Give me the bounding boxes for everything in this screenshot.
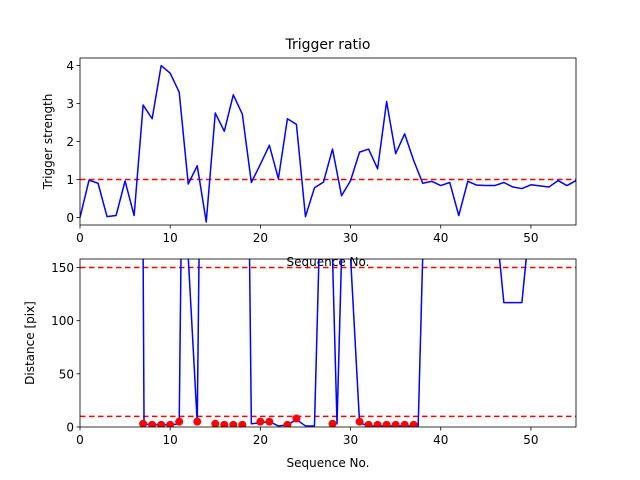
x-tick-label: 50 — [523, 231, 538, 245]
y-tick-label: 0 — [66, 421, 74, 435]
x-tick-label: 40 — [433, 231, 448, 245]
x-tick-label: 10 — [163, 231, 178, 245]
data-point — [229, 420, 238, 427]
x-tick-label: 10 — [163, 433, 178, 447]
x-tick-label: 30 — [343, 231, 358, 245]
x-tick-label: 0 — [76, 231, 84, 245]
data-point — [175, 417, 184, 426]
plot-area — [80, 259, 576, 427]
data-point — [211, 419, 220, 427]
data-point — [355, 417, 364, 426]
data-point — [382, 420, 391, 427]
series-line — [80, 64, 576, 223]
y-tick-label: 2 — [66, 135, 74, 149]
x-tick-label: 50 — [523, 433, 538, 447]
x-tick-label: 30 — [343, 433, 358, 447]
y-axis-label: Trigger strength — [41, 94, 55, 191]
data-point — [391, 420, 400, 427]
y-tick-label: 1 — [66, 173, 74, 187]
data-point — [157, 420, 166, 427]
plot-area — [80, 64, 576, 223]
data-point — [265, 417, 274, 426]
x-tick-label: 40 — [433, 433, 448, 447]
data-point — [238, 420, 247, 427]
chart-title: Trigger ratio — [284, 37, 370, 53]
trigger-ratio-chart: Trigger ratio Trigger strength Sequence … — [41, 37, 577, 269]
data-point — [166, 420, 175, 427]
y-tick-label: 100 — [51, 314, 74, 328]
y-tick-label: 4 — [66, 59, 74, 73]
data-point — [148, 420, 157, 427]
data-point — [283, 420, 292, 427]
data-point — [139, 419, 148, 427]
x-tick-label: 0 — [76, 433, 84, 447]
data-point — [292, 414, 301, 423]
y-tick-label: 150 — [51, 261, 74, 275]
data-point — [409, 420, 418, 427]
y-axis-label: Distance [pix] — [23, 301, 37, 385]
data-point — [220, 420, 229, 427]
data-point — [364, 420, 373, 427]
data-point — [373, 420, 382, 427]
data-point — [256, 417, 265, 426]
data-point — [193, 417, 202, 426]
data-point — [400, 420, 409, 427]
y-tick-label: 3 — [66, 97, 74, 111]
x-tick-label: 20 — [253, 231, 268, 245]
y-tick-label: 0 — [66, 211, 74, 225]
x-axis-label: Sequence No. — [287, 456, 370, 470]
data-point — [328, 419, 337, 427]
x-tick-label: 20 — [253, 433, 268, 447]
x-axis-label: Sequence No. — [287, 255, 370, 269]
distance-chart: Distance [pix] Sequence No. 0 10 20 30 40 50 0… — [23, 258, 577, 470]
axes-frame — [79, 258, 577, 428]
y-tick-label: 50 — [59, 367, 74, 381]
